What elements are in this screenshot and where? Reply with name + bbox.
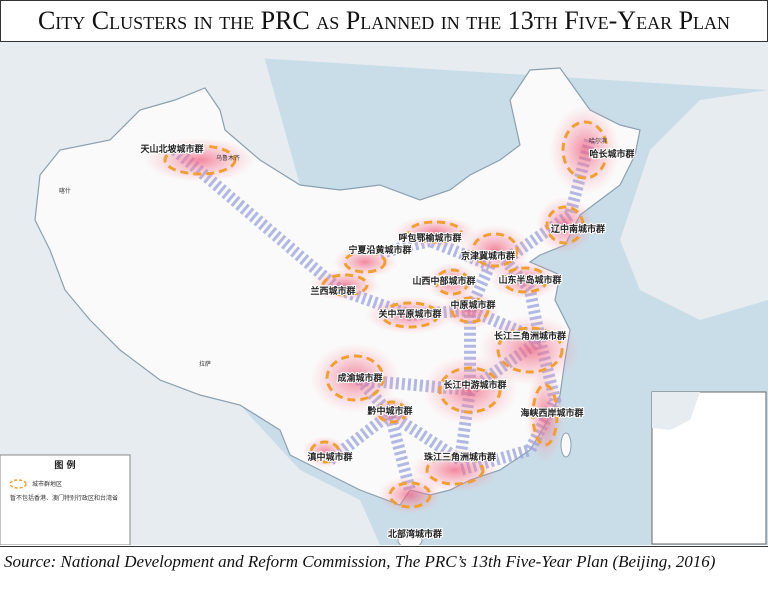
cluster-glow bbox=[310, 342, 400, 414]
corridor bbox=[355, 376, 416, 492]
cluster-glow bbox=[309, 269, 381, 301]
city-cluster-label: 关中平原城市群 bbox=[378, 308, 441, 320]
cluster-outline bbox=[407, 220, 463, 244]
cluster-outline bbox=[425, 454, 485, 486]
city-cluster-label: 中原城市群 bbox=[450, 299, 495, 311]
city-cluster-label: 黔中城市群 bbox=[366, 405, 412, 417]
cluster-glow bbox=[378, 475, 442, 515]
source-note: Source: National Development and Reform … bbox=[0, 546, 768, 577]
cluster-outline bbox=[561, 120, 609, 180]
cluster-glow bbox=[441, 290, 499, 330]
city-cluster-label: 辽中南城市群 bbox=[551, 223, 605, 235]
cluster-glow bbox=[302, 436, 348, 468]
cluster-outline bbox=[471, 232, 519, 268]
clusters bbox=[144, 105, 621, 515]
city-cluster-label: 京津冀城市群 bbox=[461, 250, 515, 262]
cluster-outline bbox=[380, 301, 440, 329]
cluster-outline bbox=[309, 440, 341, 464]
cluster-outline bbox=[163, 144, 237, 176]
cluster-glow bbox=[369, 396, 415, 428]
cluster-glow bbox=[489, 260, 561, 300]
city-cluster-label: 宁夏沿黄城市群 bbox=[348, 244, 411, 256]
neighbor-land bbox=[0, 42, 768, 320]
cluster-outline bbox=[343, 250, 387, 274]
legend-title: 图 例 bbox=[54, 459, 75, 471]
city-cluster-label: 成渝城市群 bbox=[337, 372, 382, 384]
city-cluster-label: 拉萨 bbox=[199, 360, 211, 368]
cluster-outline bbox=[450, 296, 490, 324]
cluster-outline bbox=[434, 268, 470, 296]
cluster-glow bbox=[144, 137, 256, 183]
title: City Clusters in the PRC as Planned in t… bbox=[0, 0, 768, 42]
city-cluster-label: 山西中部城市群 bbox=[412, 275, 475, 287]
cluster-glow bbox=[422, 354, 518, 426]
city-cluster-label: 呼包鄂榆城市群 bbox=[398, 232, 461, 244]
legend-symbol bbox=[9, 479, 27, 489]
cluster-outline bbox=[325, 354, 385, 402]
cluster-outline bbox=[388, 481, 432, 509]
cluster-glow bbox=[536, 196, 594, 254]
cluster-glow bbox=[393, 216, 477, 248]
city-cluster-label: 哈长城市群 bbox=[589, 148, 634, 160]
city-cluster-label: 北部湾城市群 bbox=[388, 528, 442, 540]
city-cluster-label: 珠江三角洲城市群 bbox=[424, 451, 496, 463]
city-cluster-label: 乌鲁木齐 bbox=[216, 154, 240, 162]
cluster-outline bbox=[376, 400, 408, 424]
map: 图 例 城市群地区 暂不包括香港、澳门特别行政区和台湾省 天山北坡城市群乌鲁木齐… bbox=[0, 42, 768, 545]
city-cluster-label: 长江中游城市群 bbox=[443, 379, 506, 391]
city-cluster-label: 山东半岛城市群 bbox=[498, 274, 561, 286]
city-cluster-label: 天山北坡城市群 bbox=[140, 143, 203, 155]
cluster-outline bbox=[496, 326, 564, 374]
cluster-glow bbox=[525, 367, 565, 463]
cluster-outline bbox=[321, 273, 369, 297]
city-cluster-label: 滇中城市群 bbox=[307, 451, 352, 463]
city-cluster-label: 兰西城市群 bbox=[310, 285, 355, 297]
cluster-outline bbox=[531, 383, 559, 447]
cluster-outline bbox=[501, 266, 549, 294]
cluster-glow bbox=[365, 295, 455, 335]
legend bbox=[0, 454, 131, 545]
legend-note: 暂不包括香港、澳门特别行政区和台湾省 bbox=[10, 494, 118, 502]
legend-item: 城市群地区 bbox=[32, 480, 62, 488]
cluster-glow bbox=[410, 447, 500, 493]
taiwan bbox=[560, 432, 572, 458]
corridor bbox=[326, 406, 464, 466]
city-cluster-label: 哈尔滨 bbox=[589, 137, 607, 145]
city-cluster-label: 海峡西岸城市群 bbox=[520, 407, 583, 419]
city-cluster-label: 长江三角洲城市群 bbox=[494, 330, 566, 342]
cluster-outline bbox=[545, 205, 585, 245]
cluster-outline bbox=[438, 366, 502, 414]
city-cluster-label: 喀什 bbox=[59, 187, 71, 195]
hainan bbox=[397, 531, 423, 545]
inset-land bbox=[652, 392, 700, 430]
cluster-glow bbox=[549, 105, 621, 195]
